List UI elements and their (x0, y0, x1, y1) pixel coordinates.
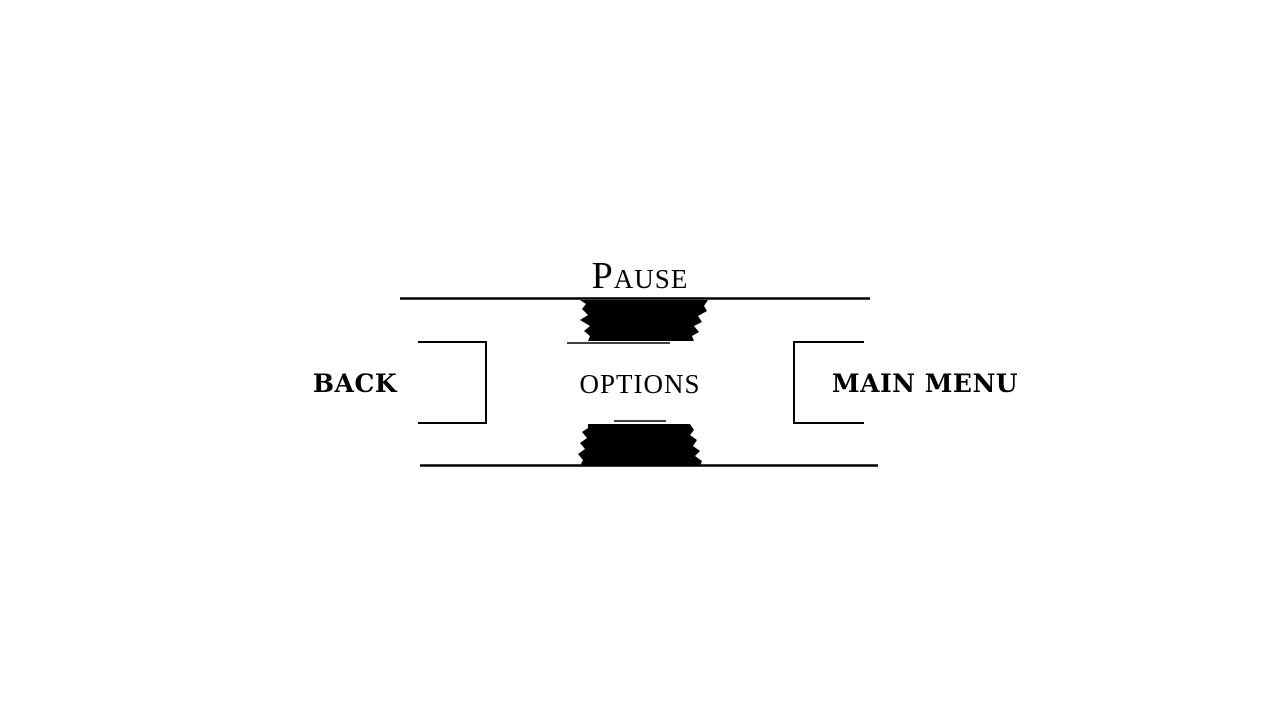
left-bracket (418, 341, 487, 424)
options-button[interactable]: OPTIONS (579, 369, 701, 399)
main-menu-button[interactable]: MAIN MENU (831, 369, 1019, 398)
right-bracket (793, 341, 864, 424)
back-button[interactable]: BACK (312, 369, 398, 398)
bottom-brush-stroke (578, 424, 702, 466)
pause-title: Pause (591, 255, 689, 297)
top-brush-stroke (580, 300, 708, 341)
